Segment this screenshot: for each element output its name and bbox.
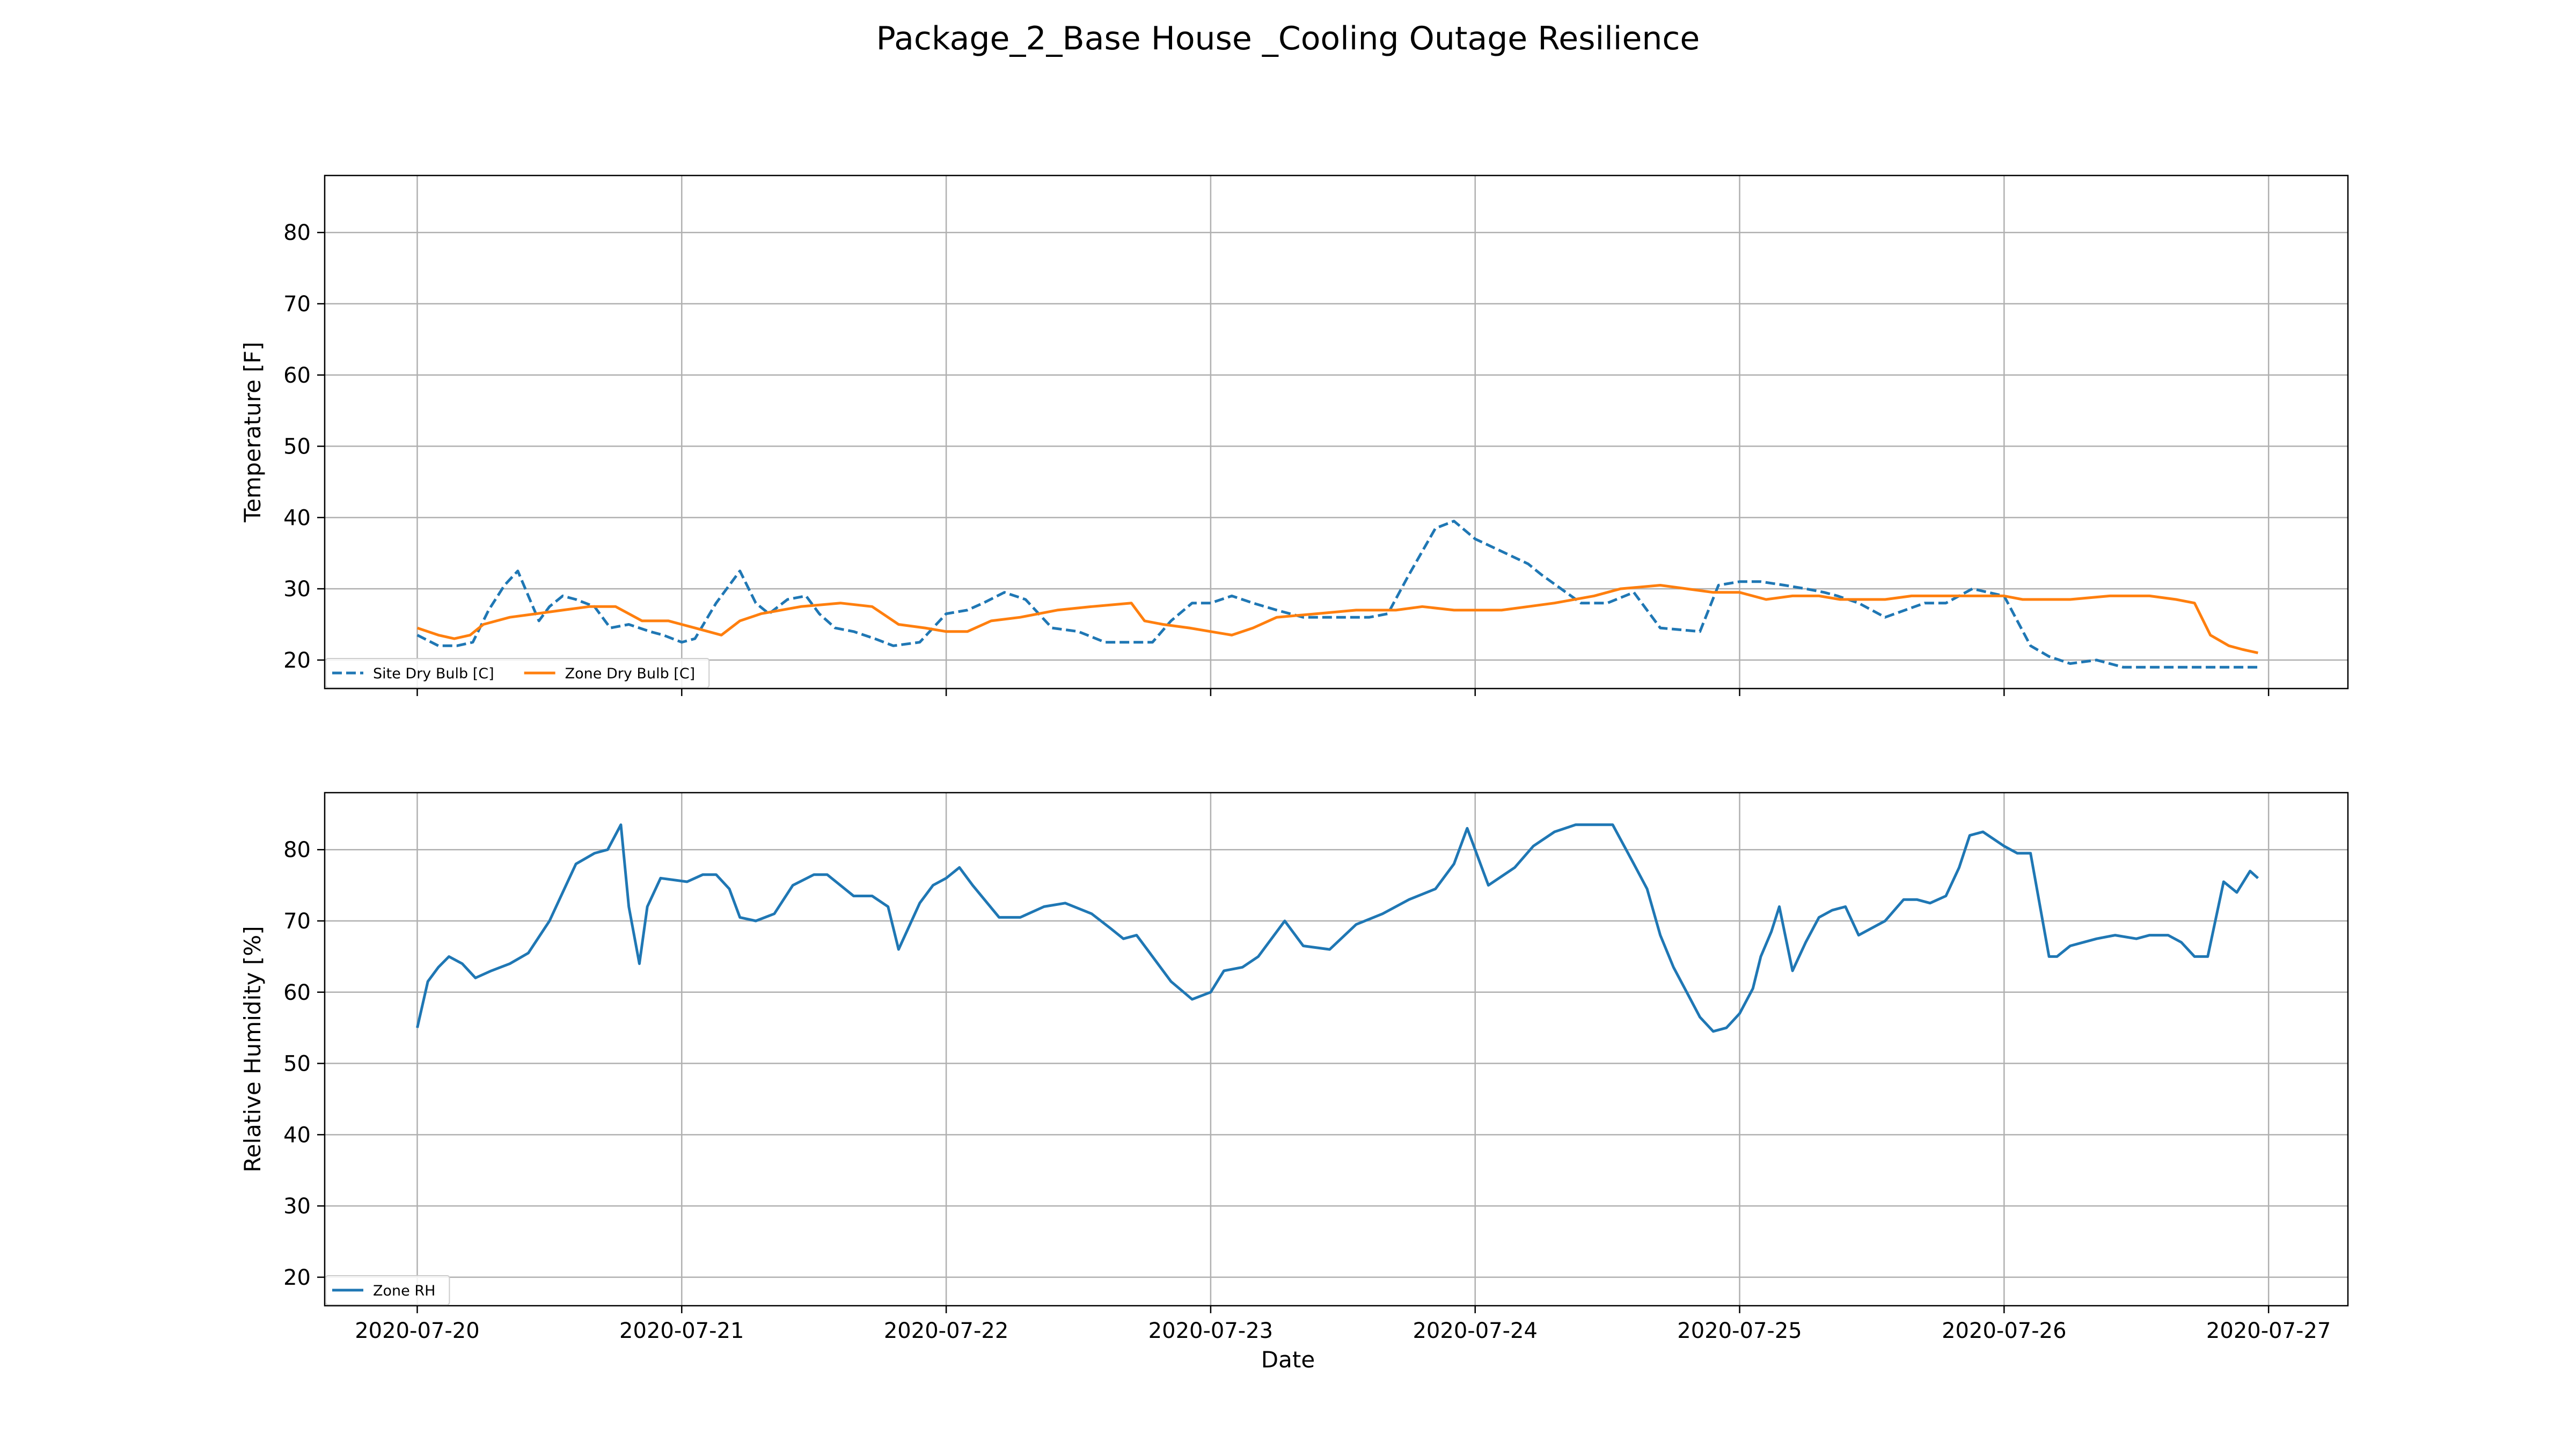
- legend-box: [325, 658, 710, 688]
- legend-label: Site Dry Bulb [C]: [373, 665, 494, 682]
- y-tick-label: 40: [283, 1123, 311, 1147]
- x-tick-label: 2020-07-20: [355, 1319, 479, 1343]
- x-tick-label: 2020-07-25: [1677, 1319, 1802, 1343]
- y-tick-label: 70: [283, 292, 311, 317]
- y-tick-label: 60: [283, 980, 311, 1005]
- series-line-site-dry-bulb-c: [416, 519, 2258, 669]
- y-tick-label: 70: [283, 909, 311, 934]
- x-tick-label: 2020-07-22: [884, 1319, 1008, 1343]
- legend-box: [325, 1275, 450, 1305]
- y-tick-label: 80: [283, 838, 311, 862]
- plot-frame: [324, 792, 2349, 1307]
- y-tick-label: 60: [283, 363, 311, 388]
- x-tick-label: 2020-07-27: [2206, 1319, 2331, 1343]
- y-tick-label: 20: [283, 1265, 311, 1290]
- chart-title: Package_2_Base House _Cooling Outage Res…: [876, 20, 1700, 57]
- series-line-zone-rh: [416, 823, 2259, 1033]
- legend: Zone RH: [325, 1275, 450, 1305]
- legend: Site Dry Bulb [C] Zone Dry Bulb [C]: [325, 658, 710, 688]
- plot-panel-1: 20 30 40 50 60 70 80 Temperature [F] Site Dry Bu…: [239, 174, 2349, 696]
- plot-frame: [324, 174, 2349, 690]
- y-tick-label: 50: [283, 1052, 311, 1077]
- x-tick-label: 2020-07-24: [1413, 1319, 1537, 1343]
- y-tick-label: 20: [283, 648, 311, 673]
- y-axis-label: Temperature [F]: [239, 342, 266, 523]
- x-tick-label: 2020-07-23: [1148, 1319, 1273, 1343]
- legend-label: Zone RH: [373, 1283, 435, 1299]
- x-axis-label: Date: [1261, 1346, 1315, 1373]
- y-tick-label: 50: [283, 435, 311, 459]
- plot-panel-2: 2020-07-20 2020-07-21 2020-07-22 2020-07-23…: [239, 792, 2349, 1343]
- y-tick-label: 40: [283, 506, 311, 530]
- series-line-zone-dry-bulb-c: [416, 584, 2258, 655]
- x-tick-label: 2020-07-26: [1942, 1319, 2066, 1343]
- y-axis-label: Relative Humidity [%]: [239, 926, 266, 1172]
- x-tick-label: 2020-07-21: [619, 1319, 744, 1343]
- y-tick-label: 80: [283, 221, 311, 245]
- y-tick-label: 30: [283, 1194, 311, 1219]
- legend-label: Zone Dry Bulb [C]: [565, 665, 696, 682]
- y-tick-label: 30: [283, 577, 311, 602]
